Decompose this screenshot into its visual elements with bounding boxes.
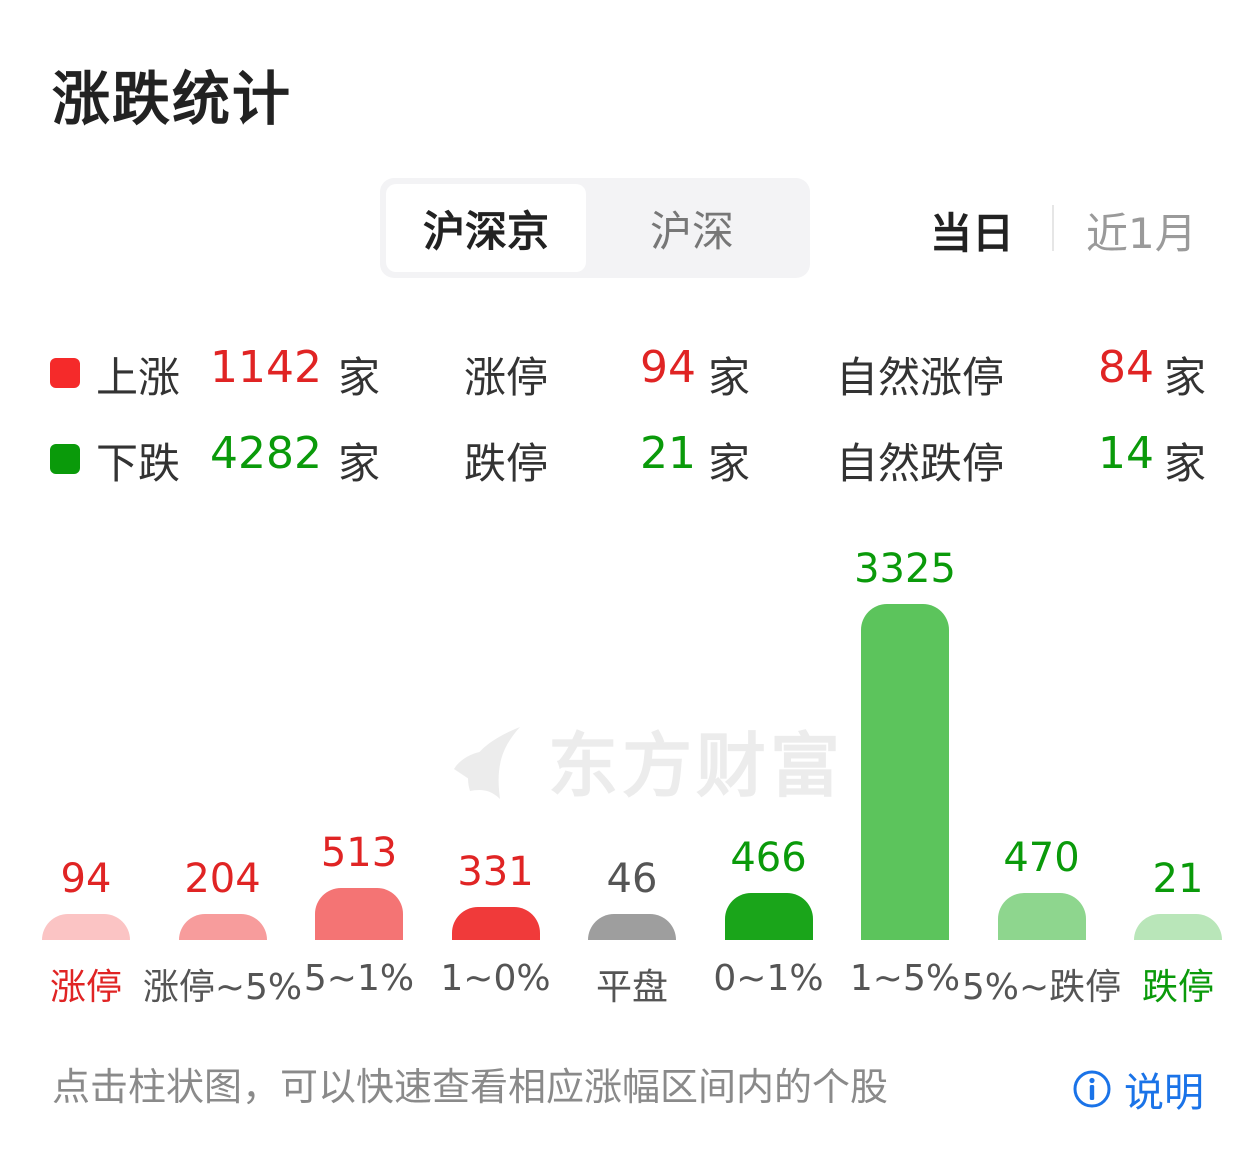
bar-2[interactable] — [315, 888, 403, 940]
bar-value-label: 513 — [320, 830, 398, 876]
natural-limit-down-unit: 家 — [1164, 439, 1207, 488]
brand-logo-icon — [454, 726, 520, 799]
bar-value-label: 3325 — [854, 546, 956, 592]
bar-value-label: 466 — [730, 835, 807, 881]
up-legend-dot — [50, 358, 80, 388]
bar-4[interactable] — [588, 914, 676, 940]
bar-8[interactable] — [1134, 914, 1222, 940]
bar-5[interactable] — [724, 893, 813, 940]
tab-today[interactable]: 当日 — [930, 209, 1015, 258]
summary-row-down: 下跌 4282 家 跌停 21 家 自然跌停 14 家 — [0, 428, 1260, 488]
bar-category-label: 平盘 — [595, 967, 668, 1008]
explain-button[interactable]: 说明 — [1072, 1060, 1204, 1118]
bar-category-label: 涨停 — [49, 967, 122, 1008]
natural-limit-down-label: 自然跌停 — [836, 439, 1005, 488]
bar-value-label: 94 — [60, 856, 112, 902]
limit-up-label: 涨停 — [464, 353, 549, 402]
page-title: 涨跌统计 — [52, 65, 293, 133]
limit-down-label: 跌停 — [464, 439, 549, 488]
bar-category-label: 5~1% — [303, 958, 415, 999]
bar-category-label: 1~5% — [849, 958, 961, 999]
info-icon — [1073, 1070, 1111, 1108]
explain-label: 说明 — [1124, 1070, 1204, 1116]
tab-last-month[interactable]: 近1月 — [1086, 209, 1197, 258]
limit-up-count: 94 — [640, 342, 696, 393]
bar-category-label: 1~0% — [440, 958, 551, 999]
up-label: 上涨 — [96, 353, 181, 402]
bar-6[interactable] — [861, 604, 949, 940]
bar-value-label: 331 — [457, 849, 534, 895]
bar-category-label: 0~1% — [713, 958, 824, 999]
limit-up-unit: 家 — [708, 353, 751, 402]
natural-limit-up-unit: 家 — [1164, 353, 1207, 402]
down-legend-dot — [50, 444, 80, 474]
limit-down-unit: 家 — [708, 439, 751, 488]
down-unit: 家 — [338, 439, 381, 488]
bar-1[interactable] — [178, 914, 267, 940]
period-divider — [1052, 205, 1054, 251]
up-count: 1142 — [210, 342, 322, 393]
bar-7[interactable] — [997, 893, 1086, 940]
up-unit: 家 — [338, 353, 381, 402]
bar-category-label: 跌停 — [1141, 967, 1214, 1008]
natural-limit-down-count: 14 — [1098, 428, 1154, 479]
limit-down-count: 21 — [640, 428, 696, 479]
watermark: 东方财富 — [450, 710, 844, 811]
bar-3[interactable] — [451, 907, 540, 940]
natural-limit-up-label: 自然涨停 — [836, 353, 1005, 402]
bar-value-label: 204 — [184, 856, 261, 902]
tab-hushen[interactable]: 沪深 — [649, 206, 734, 256]
bar-category-label: 5%~跌停 — [961, 967, 1122, 1008]
down-label: 下跌 — [96, 439, 181, 488]
bar-value-label: 470 — [1003, 835, 1080, 881]
watermark-text: 东方财富 — [548, 725, 844, 807]
bar-value-label: 46 — [606, 856, 658, 902]
bar-0[interactable] — [42, 914, 130, 940]
hint-text: 点击柱状图，可以快速查看相应涨幅区间内的个股 — [52, 1065, 889, 1109]
tab-hushenjing[interactable]: 沪深京 — [386, 184, 586, 272]
market-segmented-control: 沪深京 沪深 — [380, 178, 810, 278]
bar-category-label: 涨停~5% — [142, 967, 303, 1008]
bar-value-label: 21 — [1152, 856, 1204, 902]
natural-limit-up-count: 84 — [1098, 342, 1154, 393]
down-count: 4282 — [210, 428, 322, 479]
summary-row-up: 上涨 1142 家 涨停 94 家 自然涨停 84 家 — [0, 342, 1260, 402]
